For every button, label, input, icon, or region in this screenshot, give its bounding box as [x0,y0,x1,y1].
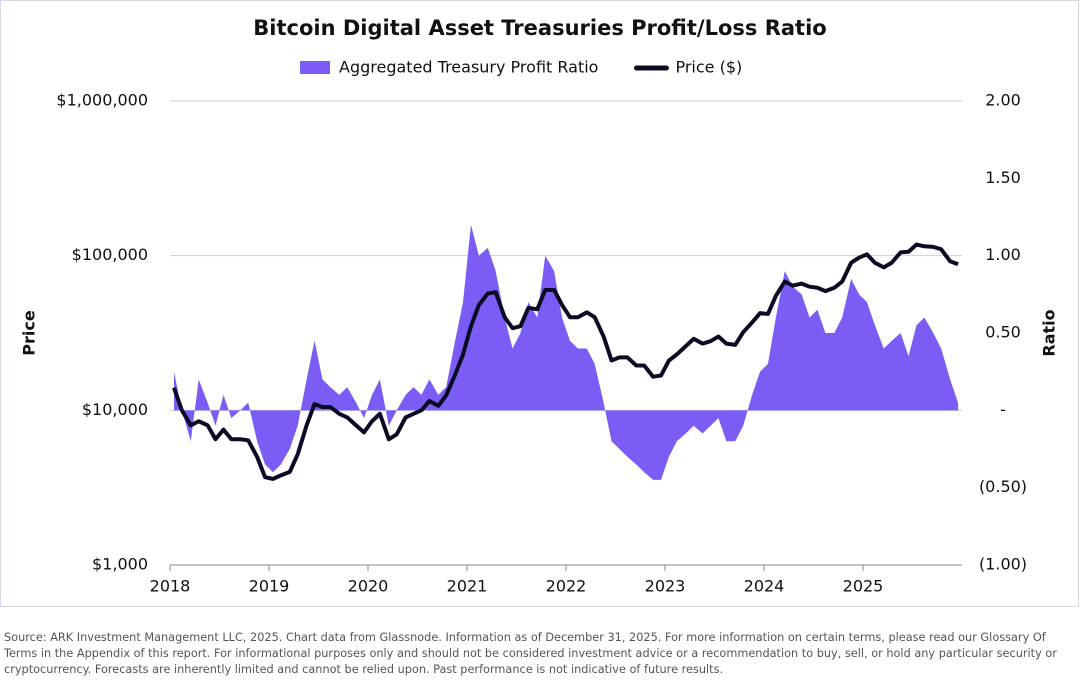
profit-ratio-area [173,224,959,480]
x-tick-label: 2024 [744,577,785,596]
y-tick-label: $1,000,000 [56,91,148,110]
y2-tick-label: 0.50 [985,323,1021,342]
y-tick-label: $10,000 [82,400,148,419]
x-tick-label: 2019 [249,577,290,596]
source-note: Source: ARK Investment Management LLC, 2… [4,631,1057,676]
legend-swatch [300,61,330,74]
y2-tick-label: (1.00) [979,555,1027,574]
x-tick-label: 2025 [843,577,884,596]
y-tick-label: $100,000 [72,245,148,264]
x-tick-label: 2020 [348,577,389,596]
x-tick-label: 2021 [447,577,488,596]
y-axis-label: Price [20,310,39,356]
legend-label: Aggregated Treasury Profit Ratio [339,58,598,77]
y2-axis-label: Ratio [1040,309,1059,356]
y2-tick-label: (0.50) [979,477,1027,496]
frame [0,0,1079,607]
chart: Bitcoin Digital Asset Treasuries Profit/… [0,0,1079,607]
y-tick-label: $1,000 [92,555,148,574]
y2-tick-label: 2.00 [985,91,1021,110]
y2-tick-label: 1.50 [985,168,1021,187]
x-tick-label: 2018 [150,577,191,596]
x-tick-label: 2022 [546,577,587,596]
chart-title: Bitcoin Digital Asset Treasuries Profit/… [253,16,826,40]
x-tick-label: 2023 [645,577,686,596]
legend-label: Price ($) [675,58,742,77]
y2-tick-label: 1.00 [985,245,1021,264]
y2-tick-label: - [1000,400,1006,419]
price-line [172,242,959,481]
